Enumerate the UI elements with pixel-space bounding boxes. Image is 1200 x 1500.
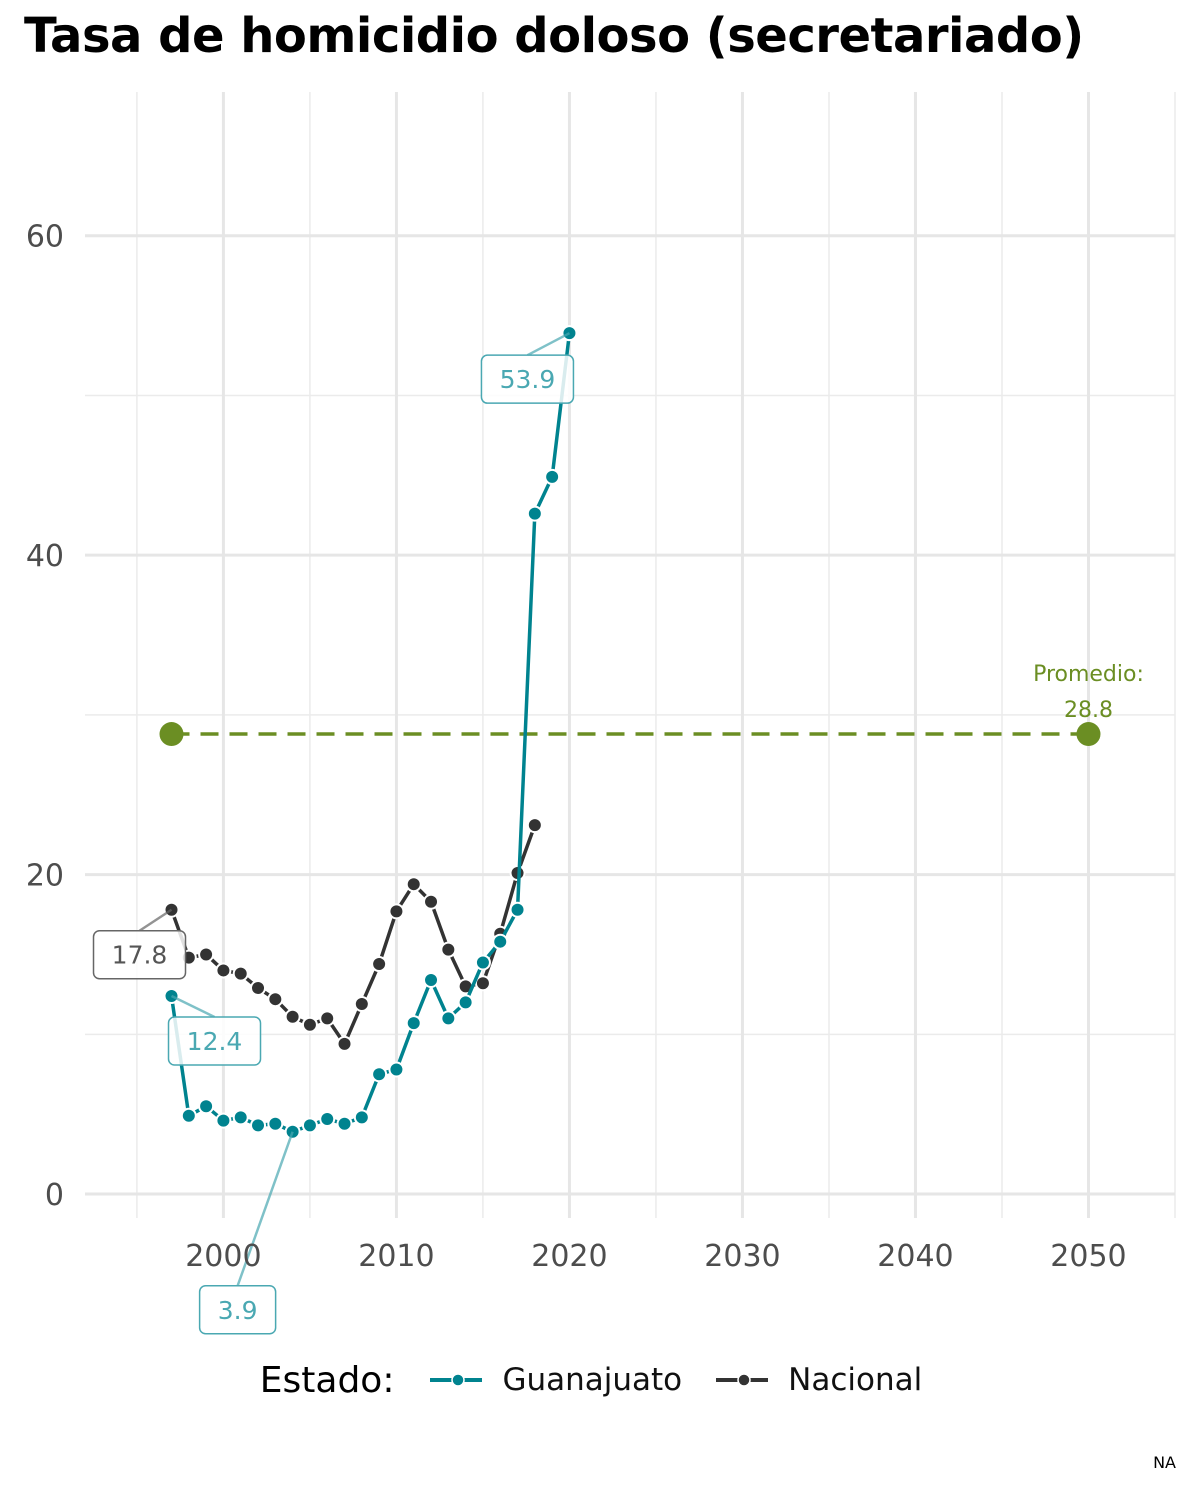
data-point-nacional <box>423 893 440 910</box>
data-point-nacional <box>215 962 232 979</box>
data-point-nacional <box>353 995 370 1012</box>
label-connector-nacional <box>138 908 173 932</box>
label-connector-guanajuato <box>236 1131 294 1287</box>
data-point-guanajuato <box>526 505 543 522</box>
label-box-nacional <box>92 929 187 980</box>
data-label-nacional: 17.8 <box>112 941 168 970</box>
data-point-nacional <box>319 1010 336 1027</box>
y-tick-label: 20 <box>26 859 64 894</box>
data-labels: 17.8 12.4 3.9 53.9 <box>92 332 575 1335</box>
data-point-guanajuato <box>388 1061 405 1078</box>
data-point-guanajuato <box>353 1109 370 1126</box>
label-connector-guanajuato <box>526 332 571 357</box>
data-point-guanajuato <box>405 1015 422 1032</box>
data-point-guanajuato <box>440 1010 457 1027</box>
data-point-nacional <box>440 941 457 958</box>
legend-label-guanajuato: Guanajuato <box>502 1362 683 1398</box>
caption: NA <box>1153 1453 1176 1472</box>
legend-item-guanajuato: Guanajuato <box>428 1362 682 1398</box>
label-connector-guanajuato <box>170 994 216 1019</box>
data-point-nacional <box>198 946 215 963</box>
y-tick-label: 40 <box>26 539 64 574</box>
data-series <box>163 325 578 1140</box>
average-reference: Promedio: 28.8 <box>159 662 1144 747</box>
label-box-guanajuato <box>198 1285 277 1335</box>
data-point-nacional <box>371 956 388 973</box>
data-point-guanajuato <box>474 954 491 971</box>
data-point-nacional <box>267 991 284 1008</box>
data-point-nacional <box>250 980 267 997</box>
minor-gridlines <box>85 92 1176 1218</box>
data-point-guanajuato <box>215 1112 232 1129</box>
data-point-guanajuato <box>336 1115 353 1132</box>
data-point-guanajuato <box>492 933 509 950</box>
chart-title: Tasa de homicidio doloso (secretariado) <box>24 8 1084 64</box>
x-tick-label: 2020 <box>531 1239 607 1274</box>
data-point-nacional <box>474 975 491 992</box>
data-label-guanajuato: 12.4 <box>187 1027 243 1056</box>
data-point-guanajuato <box>180 1107 197 1124</box>
legend-title: Estado: <box>259 1359 395 1401</box>
x-tick-label: 2040 <box>877 1239 953 1274</box>
series-line-nacional <box>169 823 537 1046</box>
average-point-start <box>159 722 184 747</box>
legend: Estado: Guanajuato Nacional <box>0 1350 1200 1410</box>
data-point-nacional <box>526 817 543 834</box>
legend-key-nacional <box>716 1373 773 1387</box>
x-tick-label: 2050 <box>1050 1239 1126 1274</box>
label-box-guanajuato <box>480 354 575 404</box>
data-point-guanajuato <box>319 1110 336 1127</box>
data-point-nacional <box>284 1008 301 1025</box>
data-point-guanajuato <box>423 972 440 989</box>
legend-key-guanajuato <box>430 1373 487 1387</box>
data-point-guanajuato <box>198 1098 215 1115</box>
data-point-guanajuato <box>544 468 561 485</box>
data-point-nacional <box>232 965 249 982</box>
average-label-line1: Promedio: <box>1033 662 1144 687</box>
data-point-guanajuato <box>509 901 526 918</box>
data-label-guanajuato: 3.9 <box>218 1296 258 1325</box>
data-point-nacional <box>336 1035 353 1052</box>
x-tick-label: 2030 <box>704 1239 780 1274</box>
data-label-guanajuato: 53.9 <box>500 365 556 394</box>
y-tick-label: 0 <box>45 1178 64 1213</box>
y-tick-label: 60 <box>26 220 64 255</box>
average-point-end <box>1076 722 1101 747</box>
data-point-guanajuato <box>371 1066 388 1083</box>
average-label-value: 28.8 <box>1064 698 1113 723</box>
data-point-nacional <box>388 903 405 920</box>
data-point-guanajuato <box>232 1109 249 1126</box>
data-point-guanajuato <box>457 994 474 1011</box>
x-tick-label: 2010 <box>358 1239 434 1274</box>
legend-item-nacional: Nacional <box>714 1362 922 1398</box>
data-point-guanajuato <box>301 1117 318 1134</box>
data-point-guanajuato <box>267 1115 284 1132</box>
legend-label-nacional: Nacional <box>788 1362 923 1398</box>
label-box-guanajuato <box>167 1016 262 1066</box>
data-point-nacional <box>405 876 422 893</box>
data-point-nacional <box>301 1016 318 1033</box>
data-point-guanajuato <box>250 1117 267 1134</box>
x-tick-label: 2000 <box>185 1239 261 1274</box>
line-chart: Promedio: 28.8 17.8 12.4 3.9 53.9 2000 2010 20… <box>26 92 1176 1335</box>
